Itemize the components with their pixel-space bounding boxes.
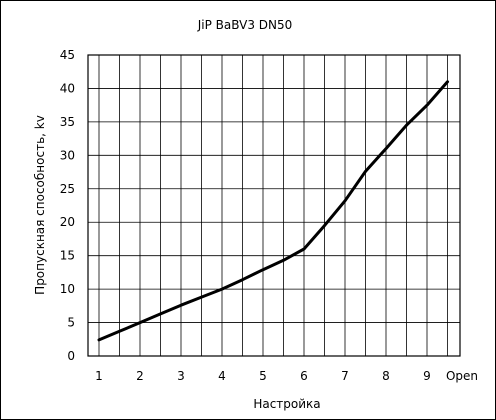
- y-tick-label: 15: [60, 249, 75, 263]
- grid: [88, 54, 460, 357]
- y-tick-label: 40: [60, 81, 75, 95]
- x-tick-label: Open: [446, 369, 478, 383]
- x-tick-label: 1: [95, 369, 103, 383]
- x-tick-label: 6: [300, 369, 308, 383]
- chart-title: JiP BaBV3 DN50: [197, 18, 293, 32]
- y-tick-label: 45: [60, 48, 75, 62]
- y-axis-label: Пропускная способность, kv: [33, 115, 47, 295]
- x-tick-label: 8: [382, 369, 390, 383]
- x-tick-label: 2: [136, 369, 144, 383]
- y-axis: 0 5 10 15 20 25 30 35 40 45: [60, 48, 75, 363]
- y-tick-label: 5: [67, 316, 75, 330]
- plot-area-border: [87, 54, 461, 357]
- x-axis-label: Настройка: [253, 397, 320, 411]
- series-line: [97, 80, 449, 342]
- x-tick-label: 7: [341, 369, 349, 383]
- series-group: [97, 80, 449, 342]
- x-axis: 1 2 3 4 5 6 7 8 9 Open: [95, 369, 478, 383]
- y-tick-label: 0: [67, 349, 75, 363]
- y-tick-label: 10: [60, 282, 75, 296]
- x-tick-label: 9: [423, 369, 431, 383]
- x-tick-label: 5: [259, 369, 267, 383]
- y-tick-label: 30: [60, 148, 75, 162]
- y-tick-label: 35: [60, 115, 75, 129]
- y-tick-label: 20: [60, 215, 75, 229]
- x-tick-label: 4: [218, 369, 226, 383]
- x-tick-label: 3: [177, 369, 185, 383]
- y-tick-label: 25: [60, 182, 75, 196]
